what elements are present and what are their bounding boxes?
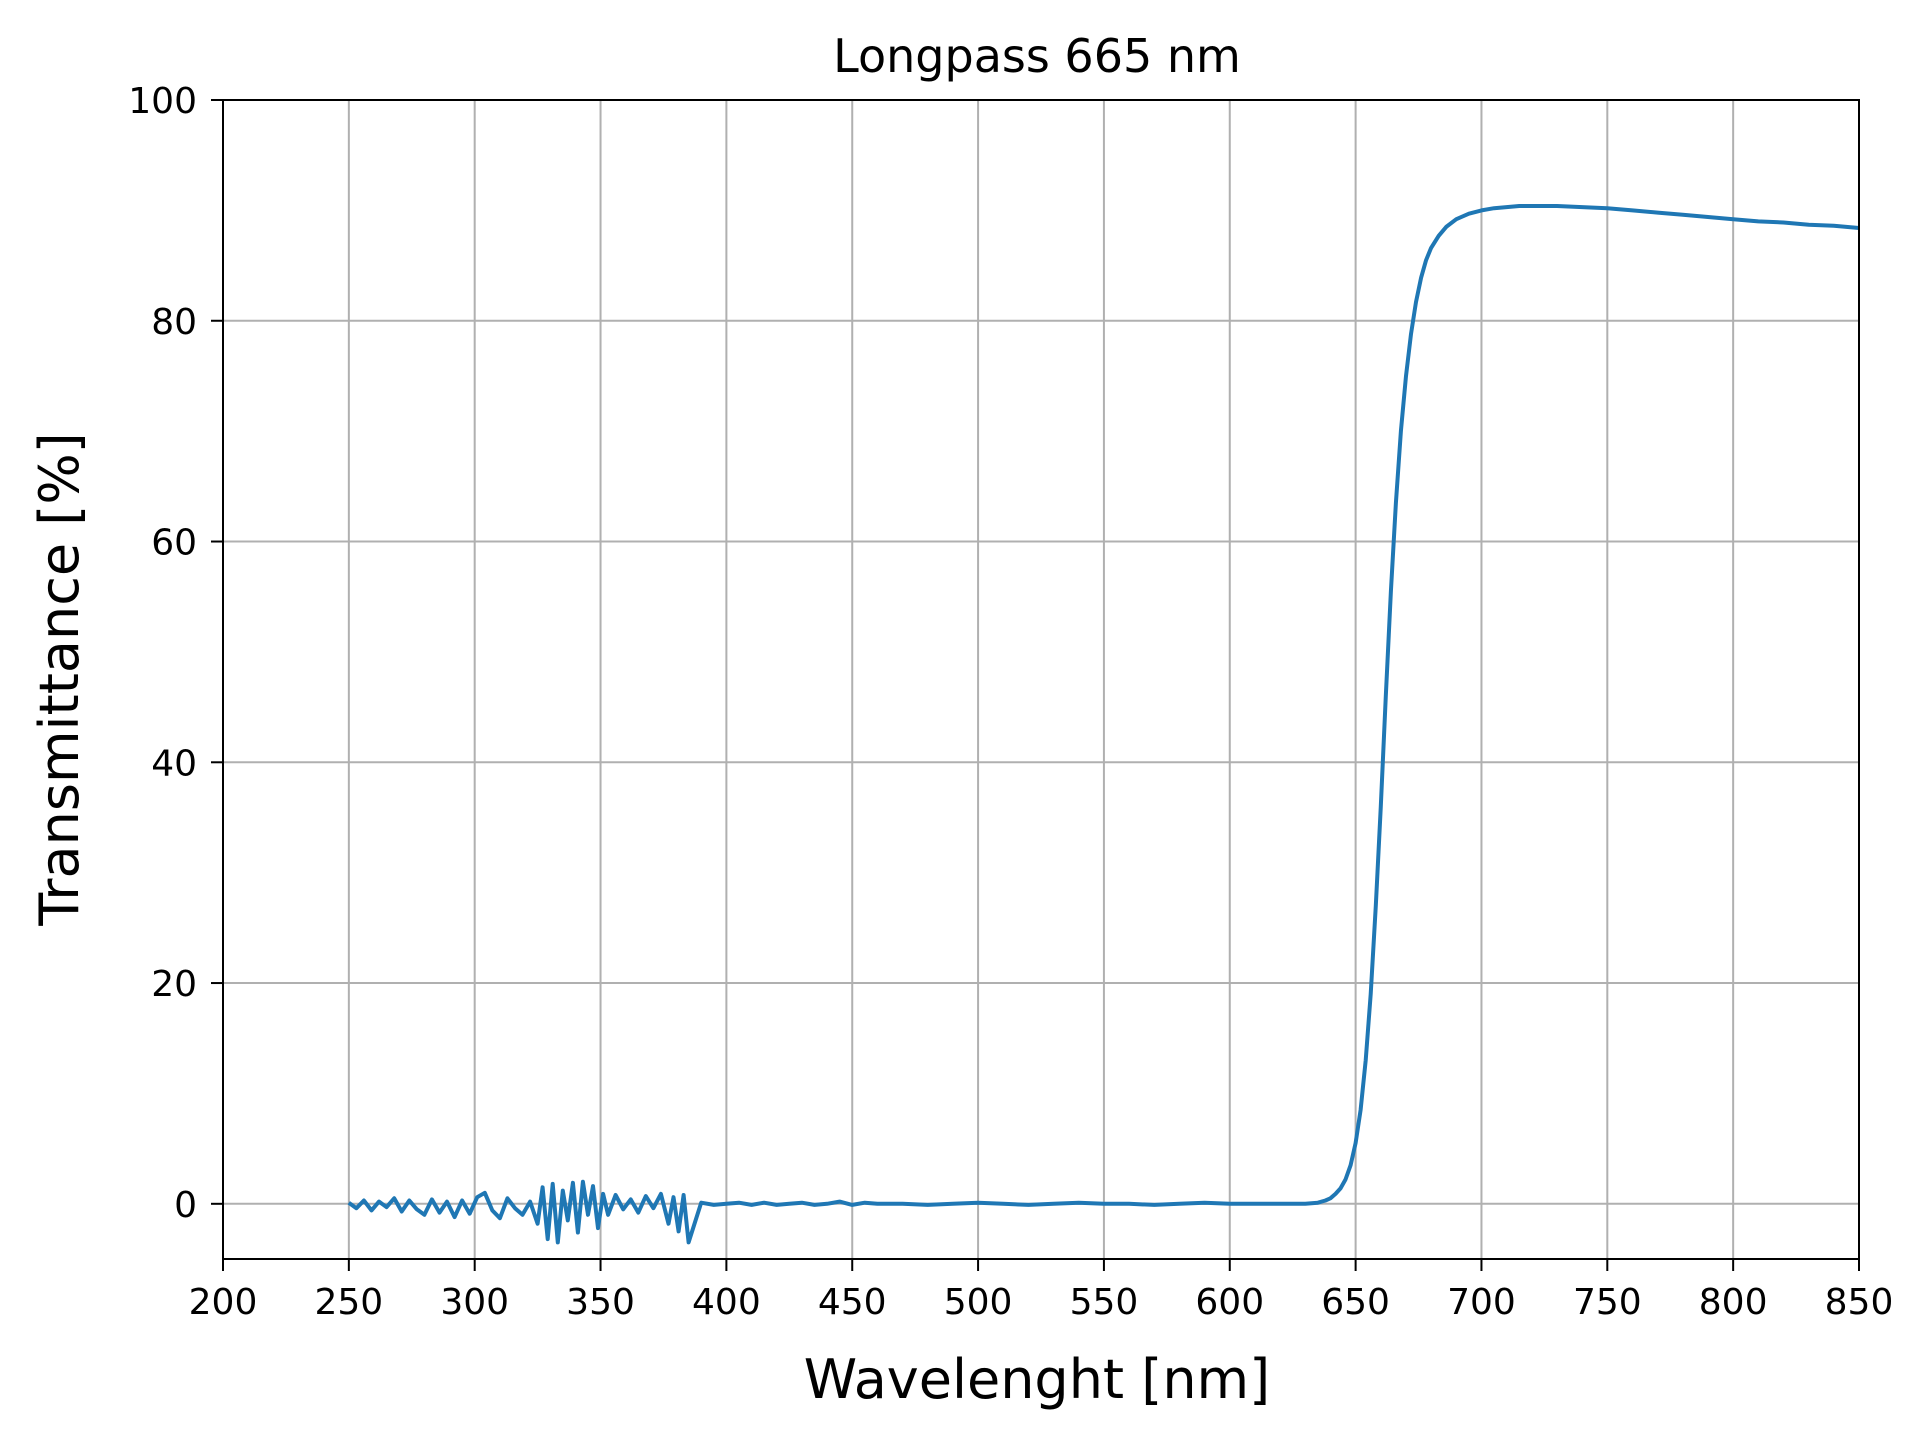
x-tick-label: 300 [440, 1282, 509, 1323]
y-axis-ticks: 0 20 40 60 80 100 [128, 81, 223, 1226]
y-tick-label: 40 [151, 743, 197, 784]
x-tick-label: 750 [1573, 1282, 1642, 1323]
y-tick-label: 60 [151, 523, 197, 564]
x-tick-label: 550 [1070, 1282, 1139, 1323]
y-axis-label: Transmittance [%] [28, 432, 91, 927]
x-tick-label: 800 [1699, 1282, 1768, 1323]
x-tick-label: 350 [566, 1282, 635, 1323]
transmittance-line [347, 204, 1860, 1245]
x-tick-label: 400 [692, 1282, 761, 1323]
chart-title: Longpass 665 nm [833, 29, 1241, 83]
y-tick-label: 20 [151, 964, 197, 1005]
x-tick-label: 250 [314, 1282, 383, 1323]
y-tick-label: 80 [151, 302, 197, 343]
y-tick-label: 100 [128, 81, 197, 122]
x-tick-label: 850 [1825, 1282, 1894, 1323]
x-tick-label: 200 [189, 1282, 258, 1323]
series-layer [347, 204, 1860, 1245]
x-tick-label: 650 [1321, 1282, 1390, 1323]
plot-area-frame [222, 99, 1860, 1260]
x-tick-label: 600 [1195, 1282, 1264, 1323]
x-axis-label: Wavelenght [nm] [804, 1348, 1270, 1411]
x-axis-ticks: 200 250 300 350 400 450 500 550 600 650 700 750 800 8… [189, 1259, 1894, 1323]
x-tick-label: 450 [818, 1282, 887, 1323]
y-tick-label: 0 [174, 1185, 197, 1226]
x-tick-label: 700 [1447, 1282, 1516, 1323]
x-tick-label: 500 [944, 1282, 1013, 1323]
